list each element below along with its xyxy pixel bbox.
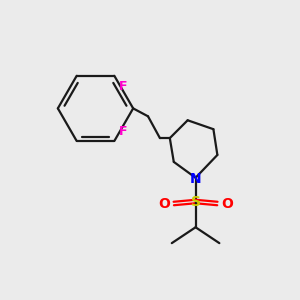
Text: F: F [119,80,128,93]
Text: F: F [119,125,128,138]
Text: O: O [158,196,170,211]
Text: N: N [190,172,201,186]
Text: O: O [221,196,233,211]
Text: S: S [190,194,201,208]
